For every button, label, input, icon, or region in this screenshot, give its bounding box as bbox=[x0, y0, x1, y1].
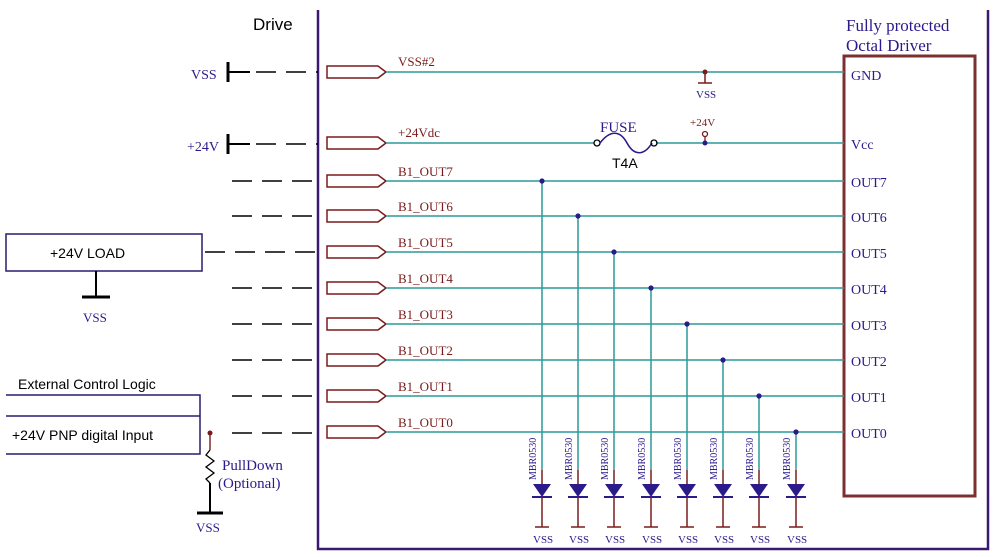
net-label-out5: B1_OUT5 bbox=[398, 235, 453, 250]
junction-out4 bbox=[648, 285, 654, 291]
net-label-out1: B1_OUT1 bbox=[398, 379, 453, 394]
fuse-component: FUSE T4A bbox=[593, 120, 658, 171]
diode-vss-out0: VSS bbox=[787, 534, 807, 546]
fuse-rating: T4A bbox=[612, 155, 638, 171]
junction-out5 bbox=[611, 249, 617, 255]
connector-out3 bbox=[326, 317, 388, 331]
left-24v-label: +24V bbox=[187, 140, 219, 155]
diode-mbr0530-out0 bbox=[786, 470, 806, 528]
pin-out1: OUT1 bbox=[851, 391, 887, 406]
net-label-out3: B1_OUT3 bbox=[398, 307, 453, 322]
net-label-out6: B1_OUT6 bbox=[398, 199, 453, 214]
pin-vcc: Vcc bbox=[851, 138, 874, 153]
connector-vss2 bbox=[326, 65, 388, 79]
diode-mbr0530-out5 bbox=[604, 470, 624, 528]
diode-vss-out3: VSS bbox=[678, 534, 698, 546]
pin-out4: OUT4 bbox=[851, 283, 887, 298]
pnp-input-label: +24V PNP digital Input bbox=[12, 427, 153, 443]
connector-out6 bbox=[326, 209, 388, 223]
connector-out5 bbox=[326, 245, 388, 259]
pulldown-label-line2: (Optional) bbox=[218, 476, 280, 492]
load-box bbox=[5, 233, 203, 272]
diode-part-label-out5: MBR0530 bbox=[600, 438, 611, 480]
junction-out7 bbox=[539, 178, 545, 184]
left-vss-label: VSS bbox=[191, 68, 217, 83]
fuse-label: FUSE bbox=[600, 120, 637, 136]
junction-out3 bbox=[684, 321, 690, 327]
load-ground-label: VSS bbox=[83, 310, 107, 325]
v24-power-symbol: +24V bbox=[690, 117, 715, 146]
diode-part-label-out2: MBR0530 bbox=[709, 438, 720, 480]
connector-out1 bbox=[326, 389, 388, 403]
net-label-out7: B1_OUT7 bbox=[398, 164, 453, 179]
diode-mbr0530-out6 bbox=[568, 470, 588, 528]
pulldown-ground-label: VSS bbox=[196, 520, 220, 535]
diode-vss-out4: VSS bbox=[642, 534, 662, 546]
driver-title-line2: Octal Driver bbox=[846, 36, 932, 55]
diode-part-label-out4: MBR0530 bbox=[637, 438, 648, 480]
connector-out4 bbox=[326, 281, 388, 295]
pulldown-resistor bbox=[197, 430, 223, 515]
net-label-24vdc: +24Vdc bbox=[398, 125, 440, 140]
pulldown-label-line1: PullDown bbox=[222, 458, 283, 474]
net-label-out4: B1_OUT4 bbox=[398, 271, 453, 286]
net-label-out0: B1_OUT0 bbox=[398, 415, 453, 430]
external-logic-title: External Control Logic bbox=[18, 376, 156, 392]
diode-part-label-out6: MBR0530 bbox=[564, 438, 575, 480]
diode-mbr0530-out7 bbox=[532, 470, 552, 528]
net-label-out2: B1_OUT2 bbox=[398, 343, 453, 358]
pin-out3: OUT3 bbox=[851, 319, 887, 334]
junction-out6 bbox=[575, 213, 581, 219]
drive-label: Drive bbox=[253, 15, 293, 34]
junction-out2 bbox=[720, 357, 726, 363]
diode-part-label-out3: MBR0530 bbox=[673, 438, 684, 480]
vss-ground-label: VSS bbox=[696, 89, 716, 101]
diode-vss-out5: VSS bbox=[605, 534, 625, 546]
connector-out2 bbox=[326, 353, 388, 367]
diode-mbr0530-out4 bbox=[641, 470, 661, 528]
driver-title-line1: Fully protected bbox=[846, 16, 950, 35]
net-label-vss2: VSS#2 bbox=[398, 54, 435, 69]
drive-frame bbox=[316, 10, 990, 551]
diode-part-label-out7: MBR0530 bbox=[528, 438, 539, 480]
diode-mbr0530-out1 bbox=[749, 470, 769, 528]
connector-out7 bbox=[326, 174, 388, 188]
pin-out5: OUT5 bbox=[851, 247, 887, 262]
pin-gnd: GND bbox=[851, 69, 881, 84]
diode-part-label-out0: MBR0530 bbox=[782, 438, 793, 480]
connector-24vdc bbox=[326, 136, 388, 150]
pin-out7: OUT7 bbox=[851, 176, 887, 191]
diode-part-label-out1: MBR0530 bbox=[745, 438, 756, 480]
diode-vss-out1: VSS bbox=[750, 534, 770, 546]
load-label: +24V LOAD bbox=[50, 245, 125, 261]
diode-vss-out2: VSS bbox=[714, 534, 734, 546]
junction-out0 bbox=[793, 429, 799, 435]
junction-out1 bbox=[756, 393, 762, 399]
diode-vss-out7: VSS bbox=[533, 534, 553, 546]
vss-ground-symbol: VSS bbox=[696, 69, 716, 101]
diode-vss-out6: VSS bbox=[569, 534, 589, 546]
v24-power-label: +24V bbox=[690, 117, 715, 129]
octal-driver-box bbox=[842, 54, 977, 498]
connector-out0 bbox=[326, 425, 388, 439]
pin-out2: OUT2 bbox=[851, 355, 887, 370]
diode-mbr0530-out2 bbox=[713, 470, 733, 528]
external-logic-box bbox=[6, 394, 201, 455]
pin-out6: OUT6 bbox=[851, 211, 887, 226]
pin-out0: OUT0 bbox=[851, 427, 887, 442]
diode-mbr0530-out3 bbox=[677, 470, 697, 528]
